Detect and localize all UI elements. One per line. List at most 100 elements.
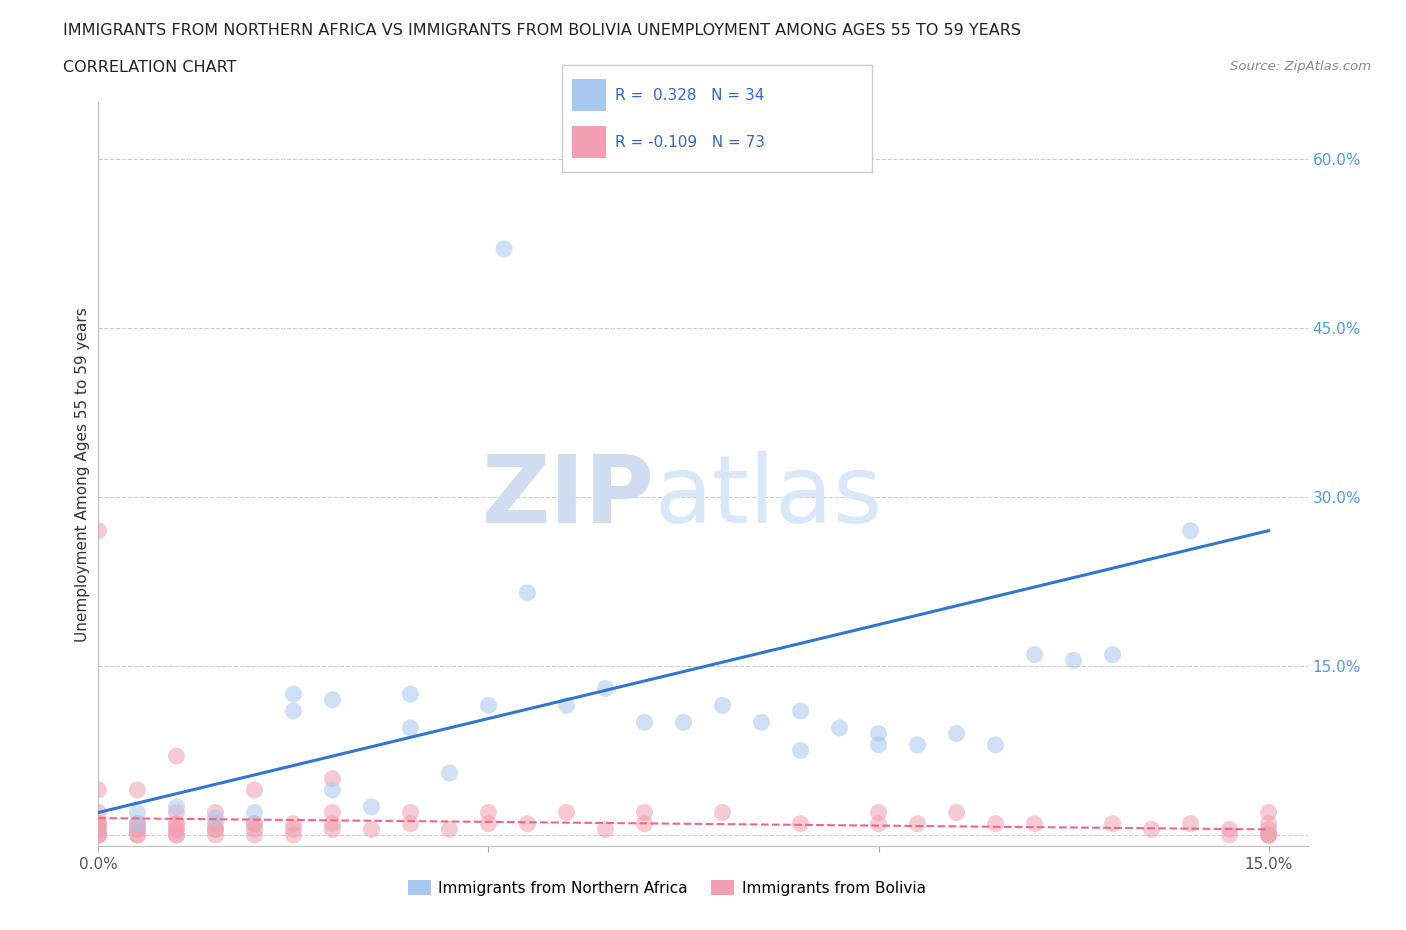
Point: [204, 817, 226, 831]
Point: [868, 726, 890, 741]
Text: atlas: atlas: [655, 451, 883, 542]
Point: [1101, 647, 1123, 662]
Point: [87, 828, 110, 843]
Point: [87, 828, 110, 843]
Point: [494, 242, 516, 257]
Point: [360, 822, 382, 837]
Point: [127, 828, 149, 843]
Point: [87, 817, 110, 831]
Point: [399, 721, 422, 736]
Point: [1219, 828, 1241, 843]
Point: [321, 771, 343, 786]
Point: [1063, 653, 1085, 668]
Text: CORRELATION CHART: CORRELATION CHART: [63, 60, 236, 75]
Point: [789, 817, 811, 831]
Point: [828, 721, 851, 736]
Point: [127, 782, 149, 797]
Point: [165, 805, 187, 820]
Point: [243, 817, 266, 831]
Point: [711, 698, 734, 712]
Point: [633, 715, 655, 730]
Point: [1257, 805, 1279, 820]
Point: [165, 817, 187, 831]
Point: [87, 782, 110, 797]
Point: [945, 805, 967, 820]
Point: [165, 822, 187, 837]
Point: [165, 828, 187, 843]
Point: [321, 817, 343, 831]
Point: [204, 822, 226, 837]
Y-axis label: Unemployment Among Ages 55 to 59 years: Unemployment Among Ages 55 to 59 years: [75, 307, 90, 642]
Point: [555, 805, 578, 820]
Point: [595, 822, 617, 837]
Point: [477, 698, 499, 712]
Point: [243, 782, 266, 797]
Point: [127, 805, 149, 820]
Point: [243, 817, 266, 831]
Point: [984, 817, 1007, 831]
Point: [321, 822, 343, 837]
Point: [321, 692, 343, 707]
FancyBboxPatch shape: [572, 126, 606, 158]
Point: [751, 715, 773, 730]
Point: [789, 704, 811, 719]
Point: [1180, 524, 1202, 538]
Point: [945, 726, 967, 741]
Point: [127, 822, 149, 837]
Point: [204, 822, 226, 837]
Point: [87, 817, 110, 831]
Point: [243, 822, 266, 837]
Point: [1180, 817, 1202, 831]
Point: [87, 805, 110, 820]
Point: [87, 817, 110, 831]
Point: [399, 686, 422, 701]
Point: [711, 805, 734, 820]
Point: [1024, 647, 1046, 662]
Text: R =  0.328   N = 34: R = 0.328 N = 34: [614, 87, 765, 102]
Point: [283, 817, 305, 831]
Point: [165, 822, 187, 837]
Point: [283, 686, 305, 701]
Text: ZIP: ZIP: [482, 451, 655, 542]
Point: [907, 817, 929, 831]
Point: [1257, 828, 1279, 843]
Point: [1257, 822, 1279, 837]
Point: [1140, 822, 1163, 837]
Point: [907, 737, 929, 752]
Point: [633, 805, 655, 820]
Point: [439, 765, 461, 780]
Point: [243, 805, 266, 820]
Point: [399, 805, 422, 820]
Point: [633, 817, 655, 831]
Point: [127, 822, 149, 837]
Point: [984, 737, 1007, 752]
Point: [204, 805, 226, 820]
Point: [87, 822, 110, 837]
Point: [1257, 828, 1279, 843]
Text: R = -0.109   N = 73: R = -0.109 N = 73: [614, 135, 765, 150]
Point: [1257, 817, 1279, 831]
Point: [87, 828, 110, 843]
Point: [399, 817, 422, 831]
Point: [555, 698, 578, 712]
Text: Source: ZipAtlas.com: Source: ZipAtlas.com: [1230, 60, 1371, 73]
Point: [360, 800, 382, 815]
Point: [165, 749, 187, 764]
Point: [477, 817, 499, 831]
Point: [283, 704, 305, 719]
Point: [516, 585, 538, 600]
Point: [165, 817, 187, 831]
Point: [321, 805, 343, 820]
Point: [127, 817, 149, 831]
Point: [868, 805, 890, 820]
Point: [87, 524, 110, 538]
Point: [672, 715, 695, 730]
Point: [789, 743, 811, 758]
Point: [283, 828, 305, 843]
Point: [1024, 817, 1046, 831]
Point: [1101, 817, 1123, 831]
Point: [868, 737, 890, 752]
Point: [165, 828, 187, 843]
Legend: Immigrants from Northern Africa, Immigrants from Bolivia: Immigrants from Northern Africa, Immigra…: [402, 874, 932, 902]
FancyBboxPatch shape: [572, 79, 606, 111]
